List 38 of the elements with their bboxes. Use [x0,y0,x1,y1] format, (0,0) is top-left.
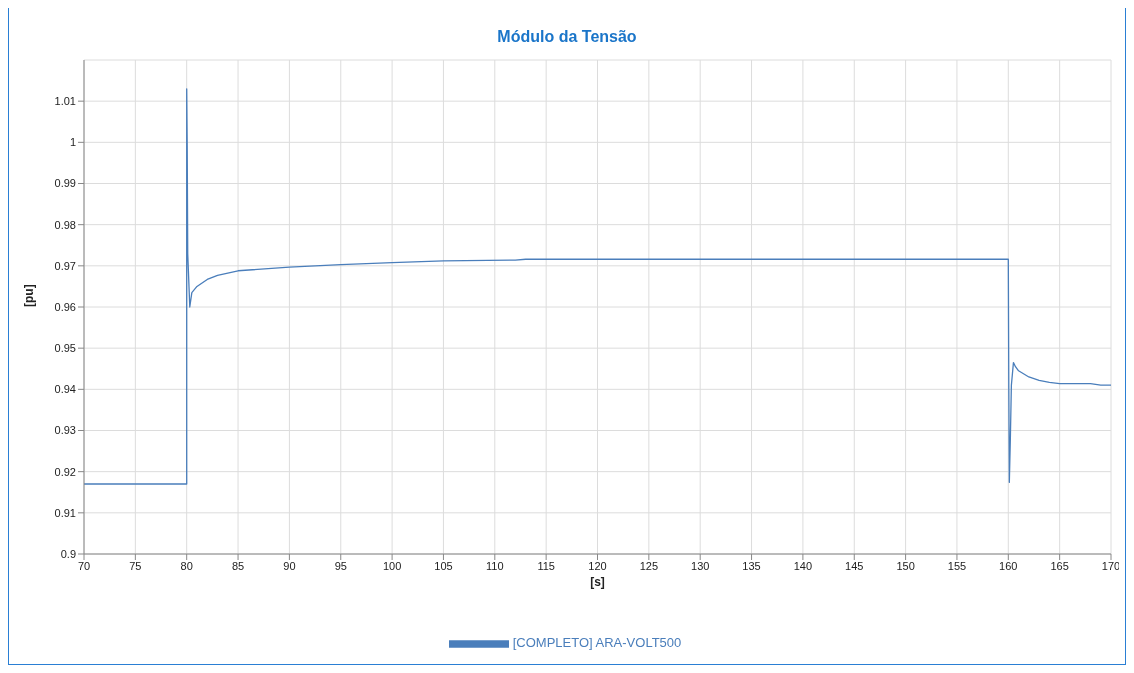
x-tick-label: 75 [129,559,142,572]
chart-title: Módulo da Tensão [496,27,638,47]
x-tick-label: 145 [845,559,864,572]
y-tick-label: 1 [69,136,76,149]
y-tick-label: 0.99 [54,177,76,190]
y-tick-label: 0.92 [54,465,76,478]
x-tick-label: 150 [896,559,915,572]
x-tick-label: 80 [180,559,193,572]
x-tick-label: 90 [283,559,296,572]
x-tick-label: 85 [231,559,245,572]
x-tick-label: 160 [999,559,1018,572]
y-tick-label: 1.01 [54,95,76,108]
x-axis-title: [s] [590,575,605,589]
x-tick-label: 95 [334,559,347,572]
x-tick-label: 120 [588,559,607,572]
y-tick-label: 0.91 [54,506,76,519]
x-tick-label: 115 [537,559,555,572]
y-tick-label: 0.95 [54,342,76,355]
y-tick-label: 0.98 [54,218,76,231]
y-tick-label: 0.97 [54,259,76,272]
legend-label: [COMPLETO] ARA-VOLT500 [512,635,682,651]
line-series [84,88,1111,485]
x-tick-label: 135 [742,559,761,572]
y-tick-label: 0.9 [60,547,76,560]
x-tick-label: 130 [691,559,710,572]
x-tick-label: 105 [434,559,453,572]
x-tick-label: 155 [947,559,967,572]
x-tick-label: 70 [77,559,91,572]
x-tick-label: 170 [1101,559,1121,572]
y-tick-label: 0.94 [54,383,76,396]
x-tick-label: 140 [793,559,813,572]
y-tick-label: 0.93 [54,424,76,437]
x-tick-label: 125 [639,559,659,572]
y-tick-label: 0.96 [54,300,76,313]
x-tick-label: 165 [1050,559,1069,572]
x-tick-label: 110 [486,559,504,572]
y-axis-title: [pu] [22,284,37,307]
x-tick-label: 100 [382,559,402,572]
